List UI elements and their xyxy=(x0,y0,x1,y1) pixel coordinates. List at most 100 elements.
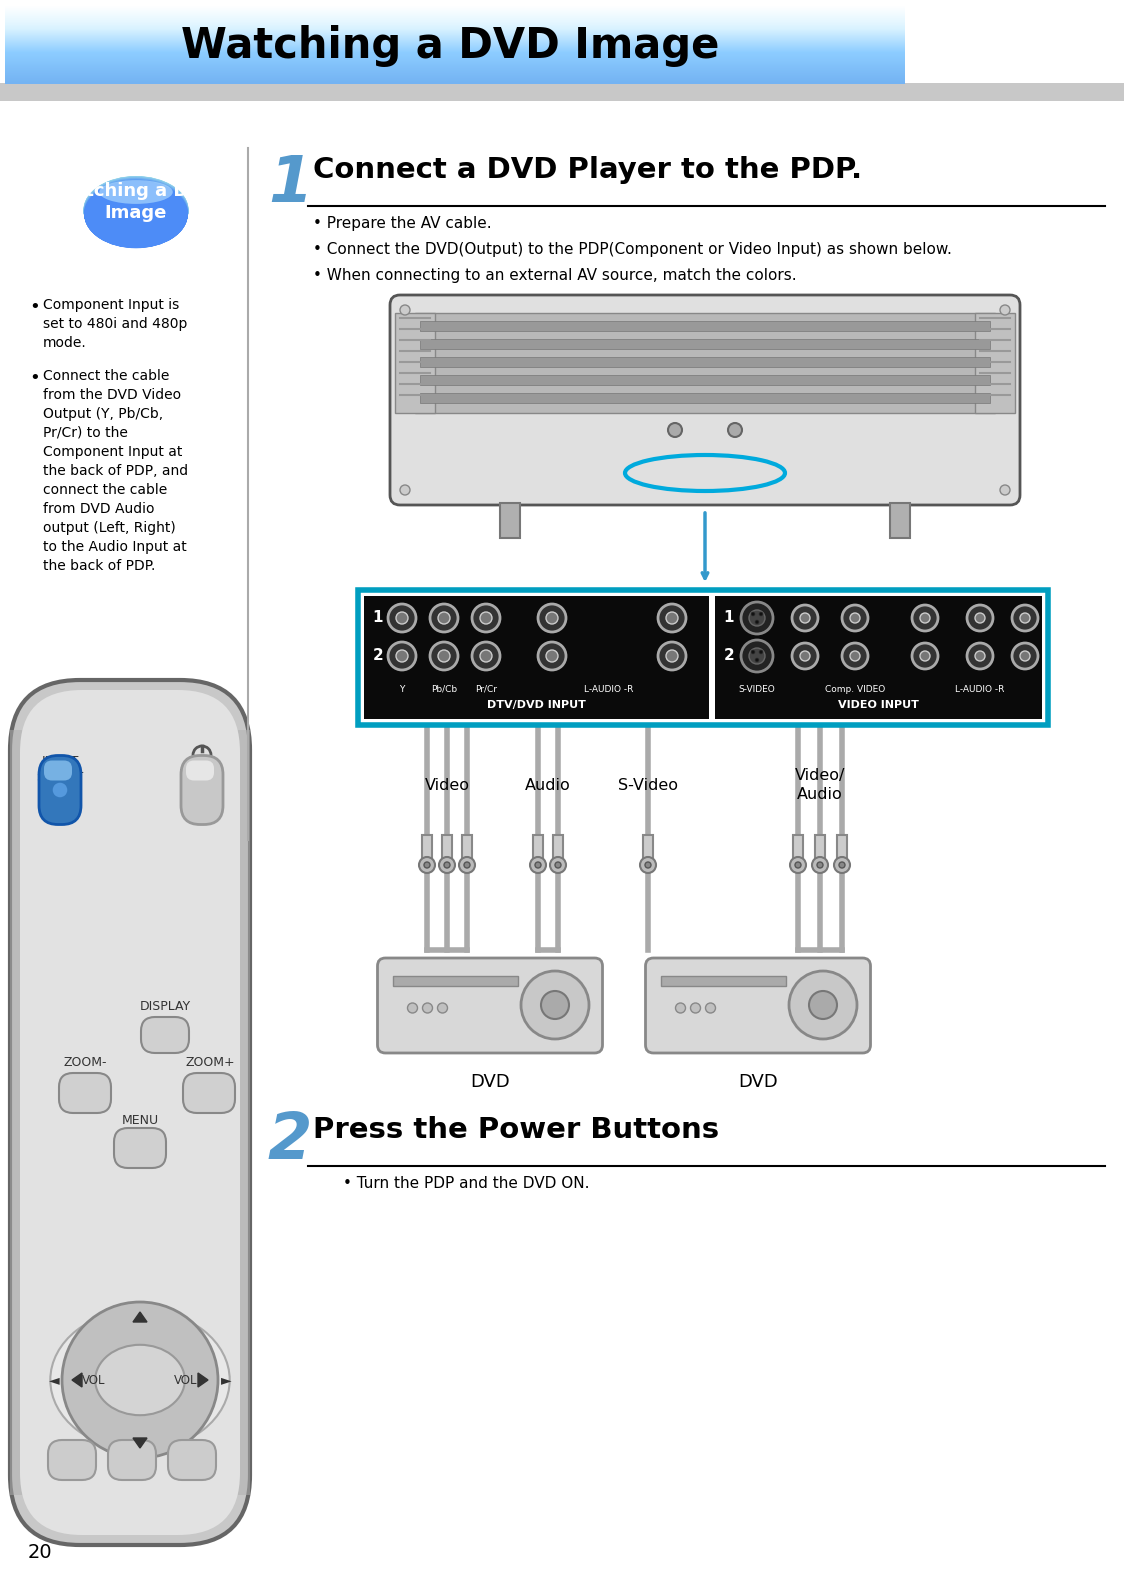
Polygon shape xyxy=(198,1373,208,1387)
Circle shape xyxy=(464,863,470,867)
Text: ►: ► xyxy=(220,1373,232,1387)
Circle shape xyxy=(728,423,742,438)
Circle shape xyxy=(437,1003,447,1013)
Text: from the DVD Video: from the DVD Video xyxy=(43,389,181,401)
Bar xyxy=(715,596,1042,719)
Text: S-Video: S-Video xyxy=(618,777,678,793)
Circle shape xyxy=(668,423,682,438)
Text: Component Input is: Component Input is xyxy=(43,299,179,311)
Text: Comp. VIDEO: Comp. VIDEO xyxy=(825,684,885,694)
Bar xyxy=(500,502,520,539)
Text: Video: Video xyxy=(425,777,470,793)
Bar xyxy=(533,834,543,863)
Circle shape xyxy=(839,863,845,867)
FancyBboxPatch shape xyxy=(183,1073,235,1112)
Ellipse shape xyxy=(84,177,188,245)
Ellipse shape xyxy=(83,177,188,245)
Text: DISPLAY: DISPLAY xyxy=(139,1000,191,1013)
Circle shape xyxy=(975,651,985,660)
Circle shape xyxy=(538,641,566,670)
Text: Y: Y xyxy=(399,684,405,694)
Circle shape xyxy=(1000,485,1010,495)
Circle shape xyxy=(967,605,992,630)
Circle shape xyxy=(400,305,410,314)
Text: 1: 1 xyxy=(373,610,383,626)
Circle shape xyxy=(667,611,678,624)
Circle shape xyxy=(749,610,765,626)
Text: L-AUDIO -R: L-AUDIO -R xyxy=(584,684,634,694)
Ellipse shape xyxy=(84,179,188,245)
Bar xyxy=(392,976,517,986)
Bar xyxy=(422,834,432,863)
Text: DTV/DVD INPUT: DTV/DVD INPUT xyxy=(487,700,586,709)
Text: Output (Y, Pb/Cb,: Output (Y, Pb/Cb, xyxy=(43,408,163,420)
Circle shape xyxy=(792,605,818,630)
Circle shape xyxy=(800,613,810,623)
Ellipse shape xyxy=(84,180,188,246)
Bar xyxy=(442,834,452,863)
Circle shape xyxy=(792,643,818,668)
Text: Press the Power Buttons: Press the Power Buttons xyxy=(312,1115,719,1144)
FancyBboxPatch shape xyxy=(58,1073,111,1112)
Text: Watching a DVD Image: Watching a DVD Image xyxy=(181,25,719,66)
Ellipse shape xyxy=(84,177,188,245)
Circle shape xyxy=(759,611,763,616)
Circle shape xyxy=(546,649,558,662)
Bar xyxy=(238,730,250,1495)
FancyBboxPatch shape xyxy=(140,1018,189,1052)
Circle shape xyxy=(912,643,939,668)
Ellipse shape xyxy=(84,179,188,246)
Bar xyxy=(837,834,847,863)
Ellipse shape xyxy=(84,180,188,246)
Text: S-VIDEO: S-VIDEO xyxy=(738,684,776,694)
Ellipse shape xyxy=(99,180,173,204)
Text: the back of PDP, and: the back of PDP, and xyxy=(43,465,188,479)
Circle shape xyxy=(795,863,801,867)
Ellipse shape xyxy=(84,182,188,248)
Ellipse shape xyxy=(83,177,189,245)
Circle shape xyxy=(755,657,759,662)
Ellipse shape xyxy=(84,180,188,248)
Polygon shape xyxy=(133,1438,147,1447)
Text: POWER: POWER xyxy=(179,768,225,781)
Ellipse shape xyxy=(84,182,188,248)
Bar xyxy=(553,834,563,863)
Circle shape xyxy=(975,613,985,623)
Circle shape xyxy=(789,972,856,1040)
Circle shape xyxy=(741,602,773,634)
Bar xyxy=(420,393,990,403)
Circle shape xyxy=(480,611,492,624)
Text: to the Audio Input at: to the Audio Input at xyxy=(43,540,187,555)
Circle shape xyxy=(706,1003,716,1013)
Text: L-AUDIO -R: L-AUDIO -R xyxy=(955,684,1005,694)
Text: VOL: VOL xyxy=(82,1373,106,1387)
Circle shape xyxy=(658,641,686,670)
Bar xyxy=(415,313,995,412)
Ellipse shape xyxy=(84,179,188,246)
Circle shape xyxy=(645,863,651,867)
Text: 20: 20 xyxy=(28,1544,53,1563)
Text: VOL: VOL xyxy=(174,1373,198,1387)
Circle shape xyxy=(550,856,566,874)
Circle shape xyxy=(472,604,500,632)
Ellipse shape xyxy=(84,180,188,246)
Ellipse shape xyxy=(84,179,188,245)
Text: MENU: MENU xyxy=(121,1114,158,1127)
Circle shape xyxy=(52,782,67,798)
Bar xyxy=(420,321,990,330)
Circle shape xyxy=(1012,605,1037,630)
Ellipse shape xyxy=(51,1310,229,1450)
Circle shape xyxy=(541,991,569,1019)
Text: INPUT
SELECT: INPUT SELECT xyxy=(36,755,83,784)
Circle shape xyxy=(555,863,561,867)
Ellipse shape xyxy=(84,182,188,248)
FancyBboxPatch shape xyxy=(108,1439,156,1480)
Circle shape xyxy=(912,605,939,630)
Text: • Turn the PDP and the DVD ON.: • Turn the PDP and the DVD ON. xyxy=(343,1176,589,1191)
Text: set to 480i and 480p: set to 480i and 480p xyxy=(43,318,188,330)
Circle shape xyxy=(438,611,450,624)
Circle shape xyxy=(817,863,823,867)
Text: •: • xyxy=(29,299,39,316)
Bar xyxy=(420,357,990,367)
Circle shape xyxy=(1019,651,1030,660)
